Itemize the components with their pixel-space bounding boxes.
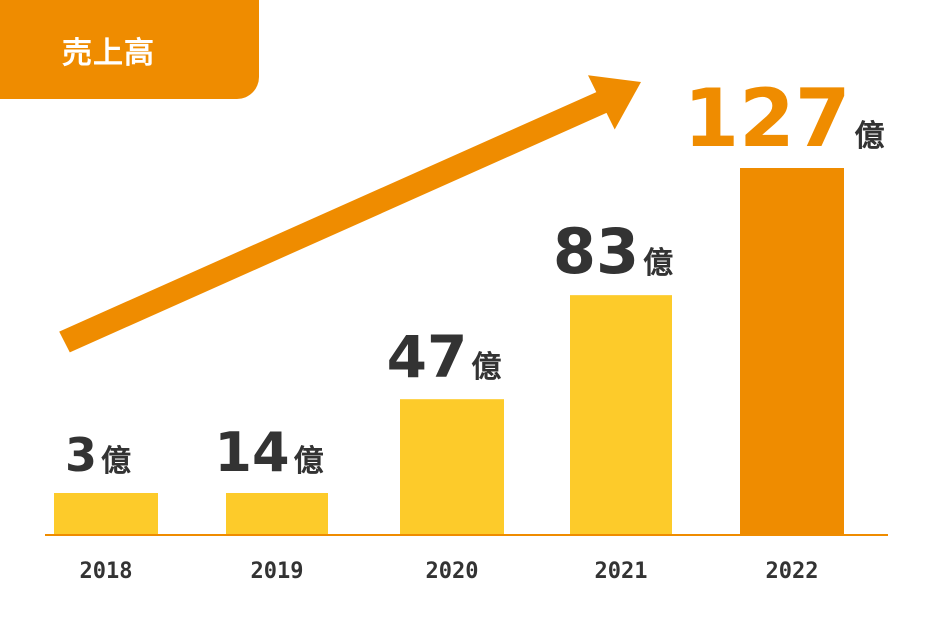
chart-title: 売上高 [62, 35, 155, 71]
bar-2019 [226, 493, 328, 535]
trend-arrow [59, 75, 641, 353]
x-tick-label: 2022 [766, 559, 819, 584]
data-label-unit: 億 [855, 119, 885, 154]
data-label: 83 億 [553, 215, 673, 288]
data-label-unit: 億 [294, 444, 324, 479]
data-label-value: 3 [65, 428, 97, 482]
bar-2021 [570, 295, 672, 535]
bar-2018 [54, 493, 158, 535]
x-tick-label: 2020 [426, 559, 479, 584]
bar-2020 [400, 399, 504, 535]
data-label-unit: 億 [643, 246, 673, 281]
data-label-value: 47 [387, 323, 468, 391]
data-label-value: 14 [214, 421, 289, 484]
data-label-unit: 億 [101, 444, 131, 479]
data-label-unit: 億 [471, 350, 501, 385]
data-label-value: 127 [684, 72, 851, 165]
x-tick-label: 2018 [80, 559, 133, 584]
x-tick-label: 2019 [251, 559, 304, 584]
data-label-value: 83 [553, 215, 639, 288]
bar-2022 [740, 168, 844, 535]
title-tab: 売上高 [0, 0, 259, 99]
x-tick-label: 2021 [595, 559, 648, 584]
data-label: 14 億 [214, 421, 323, 484]
data-label: 127 億 [684, 72, 885, 165]
data-label: 47 億 [387, 323, 502, 391]
